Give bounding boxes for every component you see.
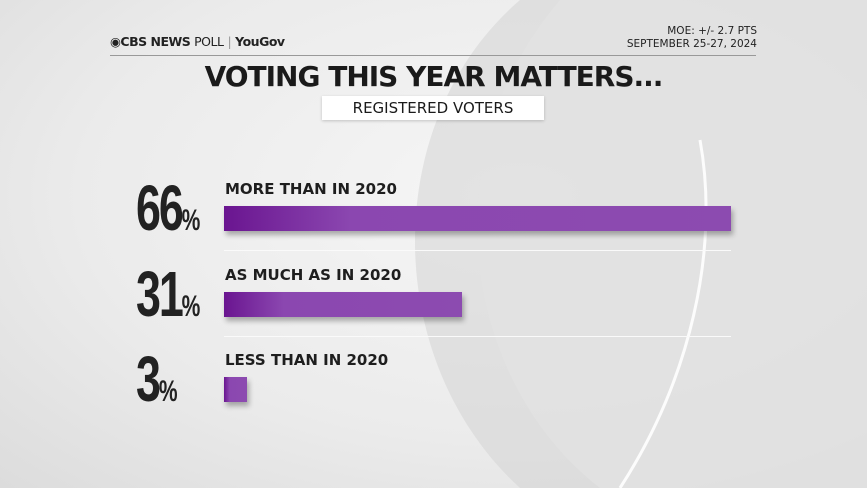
value-label: 66% <box>136 172 201 244</box>
category-label: AS MUCH AS IN 2020 <box>225 266 402 284</box>
poll-info: MOE: +/- 2.7 PTS SEPTEMBER 25-27, 2024 <box>626 25 757 50</box>
category-label: MORE THAN IN 2020 <box>225 180 397 198</box>
bar <box>224 377 247 402</box>
chart-subtitle: REGISTERED VOTERS <box>322 96 544 120</box>
bar <box>224 292 462 317</box>
header-divider <box>110 55 756 56</box>
eye-icon: ◉ <box>110 34 121 49</box>
chart-title: VOTING THIS YEAR MATTERS... <box>204 60 664 93</box>
cbs-yougov-logo: ◉CBS NEWS POLL | YouGov <box>110 34 285 49</box>
row-divider <box>224 250 731 251</box>
row-divider <box>224 336 731 337</box>
bar <box>224 206 731 231</box>
category-label: LESS THAN IN 2020 <box>225 351 389 369</box>
value-label: 3% <box>136 343 178 415</box>
value-label: 31% <box>136 258 201 330</box>
